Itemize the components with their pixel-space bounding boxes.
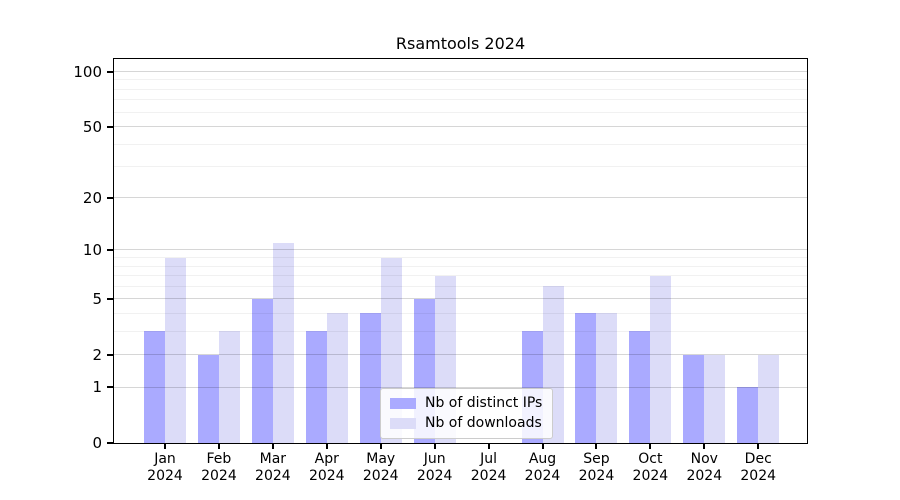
- plot-area: Nb of distinct IPs Nb of downloads: [113, 58, 808, 444]
- bar-distinct-ips-sep: [575, 313, 597, 443]
- y-tick-0: [107, 442, 113, 444]
- y-tick-10: [107, 248, 113, 251]
- x-tick-feb: [217, 444, 220, 449]
- minor-gridline-9: [114, 257, 807, 259]
- minor-gridline-60: [114, 111, 807, 113]
- x-tick-aug: [541, 444, 544, 449]
- x-tick-label-dec: Dec 2024: [740, 451, 777, 484]
- x-tick-label-nov: Nov 2024: [686, 451, 723, 484]
- legend-swatch-distinct-ips: [390, 398, 416, 409]
- major-gridline-50: [114, 126, 807, 128]
- major-gridline-5: [114, 298, 807, 300]
- y-tick-label-20: 20: [82, 188, 102, 207]
- legend-label-distinct-ips: Nb of distinct IPs: [425, 395, 543, 411]
- x-tick-label-aug: Aug 2024: [524, 451, 561, 484]
- x-tick-oct: [649, 444, 652, 449]
- minor-gridline-8: [114, 265, 807, 267]
- x-tick-label-apr: Apr 2024: [308, 451, 345, 484]
- minor-gridline-30: [114, 166, 807, 168]
- x-tick-jun: [433, 444, 436, 449]
- legend-item-downloads: Nb of downloads: [390, 416, 542, 431]
- bar-downloads-mar: [272, 243, 294, 443]
- x-tick-sep: [595, 444, 598, 449]
- y-tick-label-2: 2: [92, 345, 102, 364]
- bar-distinct-ips-nov: [683, 354, 705, 443]
- bar-distinct-ips-may: [359, 313, 381, 443]
- x-tick-label-oct: Oct 2024: [632, 451, 669, 484]
- major-gridline-100: [114, 71, 807, 73]
- bar-distinct-ips-dec: [737, 387, 759, 443]
- bar-distinct-ips-jan: [144, 331, 165, 443]
- x-tick-mar: [271, 444, 274, 449]
- x-tick-label-jun: Jun 2024: [416, 451, 453, 484]
- x-tick-nov: [703, 444, 706, 449]
- bar-distinct-ips-apr: [305, 331, 327, 443]
- legend: Nb of distinct IPs Nb of downloads: [380, 388, 554, 439]
- x-tick-label-sep: Sep 2024: [578, 451, 615, 484]
- major-gridline-20: [114, 197, 807, 199]
- x-tick-label-feb: Feb 2024: [201, 451, 237, 484]
- y-tick-label-0: 0: [92, 434, 102, 452]
- legend-swatch-downloads: [390, 418, 416, 429]
- x-tick-label-mar: Mar 2024: [255, 451, 291, 484]
- x-tick-may: [379, 444, 382, 449]
- x-tick-label-jan: Jan 2024: [147, 451, 183, 484]
- minor-gridline-3: [114, 330, 807, 332]
- y-tick-2: [107, 353, 113, 356]
- major-gridline-1: [114, 386, 807, 388]
- x-tick-dec: [757, 444, 760, 449]
- major-gridline-10: [114, 249, 807, 251]
- bar-downloads-sep: [596, 313, 618, 443]
- minor-gridline-40: [114, 143, 807, 145]
- x-tick-apr: [325, 444, 328, 449]
- y-tick-20: [107, 196, 113, 199]
- bar-distinct-ips-mar: [251, 298, 273, 443]
- bar-downloads-oct: [650, 275, 672, 443]
- minor-gridline-7: [114, 275, 807, 277]
- minor-gridline-80: [114, 88, 807, 90]
- grid-layer: [114, 59, 807, 443]
- y-tick-50: [107, 125, 113, 128]
- legend-item-distinct-ips: Nb of distinct IPs: [390, 396, 542, 411]
- x-tick-label-jul: Jul 2024: [470, 451, 507, 484]
- y-tick-label-100: 100: [73, 62, 102, 81]
- minor-gridline-70: [114, 99, 807, 101]
- major-gridline-2: [114, 354, 807, 356]
- bar-downloads-apr: [326, 313, 348, 443]
- minor-gridline-6: [114, 285, 807, 287]
- minor-gridline-4: [114, 312, 807, 314]
- y-tick-100: [107, 70, 113, 73]
- y-tick-5: [107, 297, 113, 300]
- bar-distinct-ips-oct: [629, 331, 651, 443]
- x-tick-jul: [487, 444, 490, 449]
- x-tick-jan: [164, 444, 166, 449]
- minor-gridline-90: [114, 79, 807, 81]
- chart-title: Rsamtools 2024: [395, 34, 526, 53]
- y-tick-label-5: 5: [92, 289, 102, 308]
- y-tick-1: [107, 386, 113, 389]
- bar-downloads-feb: [218, 331, 240, 443]
- legend-label-downloads: Nb of downloads: [425, 415, 542, 431]
- y-tick-label-10: 10: [82, 240, 102, 259]
- y-tick-label-1: 1: [92, 378, 102, 397]
- bar-downloads-dec: [758, 354, 780, 443]
- bar-downloads-jan: [165, 257, 186, 443]
- y-tick-label-50: 50: [82, 117, 102, 136]
- bar-downloads-nov: [704, 354, 726, 443]
- x-tick-label-may: May 2024: [362, 451, 399, 484]
- bar-distinct-ips-feb: [197, 354, 219, 443]
